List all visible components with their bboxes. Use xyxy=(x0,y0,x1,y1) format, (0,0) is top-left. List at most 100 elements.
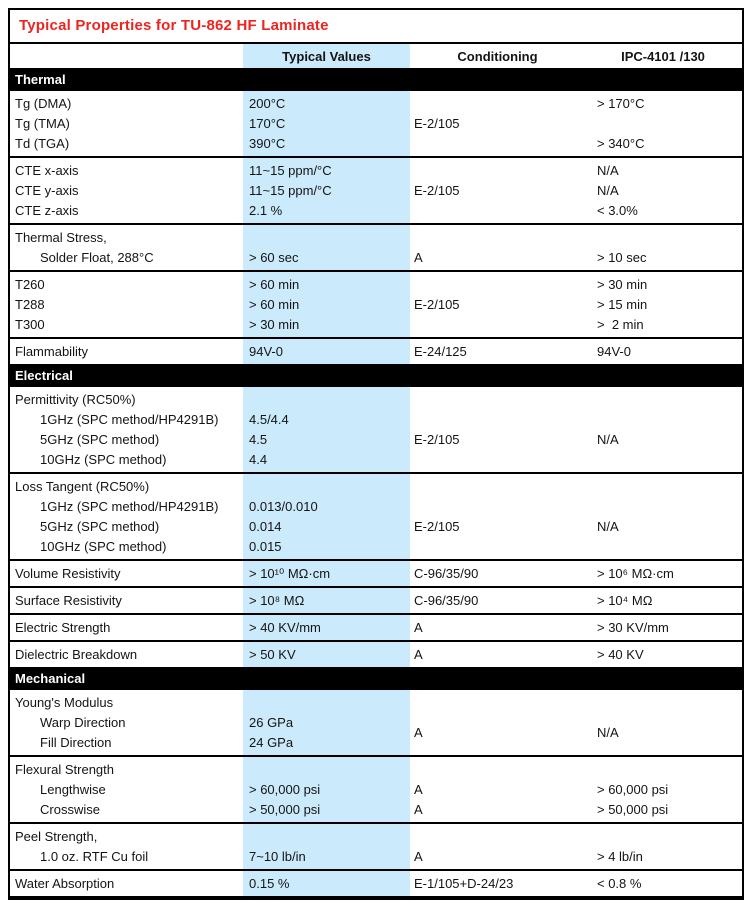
ipc-value: > 15 min xyxy=(597,297,648,312)
column-ipc: 94V-0 xyxy=(585,342,741,362)
property-label: Permittivity (RC50%) xyxy=(15,392,136,407)
typical-value xyxy=(243,477,410,497)
column-ipc: > 10 sec xyxy=(585,228,741,268)
typical-value: > 10¹⁰ MΩ·cm xyxy=(249,566,331,581)
property-label: Thermal Stress, xyxy=(15,230,107,245)
conditioning-value: A xyxy=(414,849,423,864)
ipc-value: > 40 KV xyxy=(597,647,644,662)
conditioning-value: C-96/35/90 xyxy=(414,593,479,608)
property-group: Loss Tangent (RC50%) 1GHz (SPC method/HP4… xyxy=(10,472,742,559)
property-label: Loss Tangent (RC50%) xyxy=(15,479,150,494)
column-typical: 4.5/4.4 4.5 4.4 xyxy=(243,390,410,470)
ipc-value: > 50,000 psi xyxy=(597,802,669,817)
ipc-value xyxy=(585,497,741,517)
conditioning-value xyxy=(410,390,585,410)
column-typical: 0.15 % xyxy=(243,874,410,894)
property-label: CTE z-axis xyxy=(15,203,79,218)
typical-value: > 30 min xyxy=(249,317,300,332)
conditioning-value xyxy=(410,275,585,295)
conditioning-value xyxy=(410,537,585,557)
conditioning-value xyxy=(410,201,585,221)
ipc-value: > 60,000 psi xyxy=(597,782,669,797)
property-label: 1.0 oz. RTF Cu foil xyxy=(40,849,149,864)
typical-value: > 40 KV/mm xyxy=(249,620,321,635)
ipc-value xyxy=(585,410,741,430)
column-typical: > 50 KV xyxy=(243,645,410,665)
column-ipc: > 30 min > 15 min > 2 min xyxy=(585,275,741,335)
column-cond: E-2/105 xyxy=(410,477,585,557)
section-electrical: Electrical Permittivity (RC50%) 1GHz (SPC … xyxy=(10,364,742,667)
column-ipc: > 10⁶ MΩ·cm xyxy=(585,564,741,584)
column-label: T260 T288 T300 xyxy=(10,275,243,335)
typical-value xyxy=(243,827,410,847)
property-label: 1GHz (SPC method/HP4291B) xyxy=(40,412,219,427)
typical-value: 11~15 ppm/°C xyxy=(249,183,332,198)
column-ipc: > 4 lb/in xyxy=(585,827,741,867)
typical-value: 4.5 xyxy=(249,432,268,447)
conditioning-value xyxy=(410,315,585,335)
ipc-value: N/A xyxy=(597,519,619,534)
property-group: Dielectric Breakdown > 50 KV A > 40 KV xyxy=(10,640,742,667)
column-typical: > 60 min > 60 min > 30 min xyxy=(243,275,410,335)
property-label: Young's Modulus xyxy=(15,695,114,710)
ipc-value xyxy=(585,827,741,847)
column-typical: > 60,000 psi > 50,000 psi xyxy=(243,760,410,820)
column-cond: A xyxy=(410,645,585,665)
property-group: Water Absorption 0.15 % E-1/105+D-24/23 < 0… xyxy=(10,869,742,896)
typical-value: > 60 min xyxy=(249,277,300,292)
property-label: Peel Strength, xyxy=(15,829,98,844)
ipc-value xyxy=(585,537,741,557)
conditioning-value: A xyxy=(414,647,423,662)
ipc-value xyxy=(585,477,741,497)
property-group: CTE x-axis CTE y-axis CTE z-axis 11~15 ppm/… xyxy=(10,156,742,223)
column-typical: > 60 sec xyxy=(243,228,410,268)
property-label: T300 xyxy=(15,317,45,332)
conditioning-value: E-1/105+D-24/23 xyxy=(414,876,514,891)
conditioning-value xyxy=(410,94,585,114)
column-typical: 0.013/0.010 0.014 0.015 xyxy=(243,477,410,557)
conditioning-value: E-2/105 xyxy=(414,519,460,534)
ipc-value: > 10 sec xyxy=(597,250,647,265)
ipc-value xyxy=(585,390,741,410)
property-label: Volume Resistivity xyxy=(15,566,121,581)
typical-value: > 60 min xyxy=(249,297,300,312)
section-mechanical: Mechanical Young's Modulus Warp Direction F… xyxy=(10,667,742,896)
conditioning-value xyxy=(410,450,585,470)
conditioning-value: A xyxy=(414,782,423,797)
property-group: T260 T288 T300 > 60 min > 60 min > 30 min E-2/… xyxy=(10,270,742,337)
column-typical: 94V-0 xyxy=(243,342,410,362)
column-ipc: > 30 KV/mm xyxy=(585,618,741,638)
column-typical: > 10⁸ MΩ xyxy=(243,591,410,611)
conditioning-value xyxy=(410,477,585,497)
column-cond: E-2/105 xyxy=(410,161,585,221)
typical-value: 94V-0 xyxy=(249,344,283,359)
ipc-value: N/A xyxy=(597,725,619,740)
table-body-wrapper: Typical Values Conditioning IPC-4101 /13… xyxy=(10,44,742,896)
property-label: Solder Float, 288°C xyxy=(40,250,154,265)
typical-value: > 10⁸ MΩ xyxy=(249,593,305,608)
typical-value: 26 GPa xyxy=(249,715,294,730)
typical-value: 11~15 ppm/°C xyxy=(249,163,332,178)
property-group: Electric Strength > 40 KV/mm A > 30 KV/mm xyxy=(10,613,742,640)
column-label: Peel Strength, 1.0 oz. RTF Cu foil xyxy=(10,827,243,867)
property-group: Thermal Stress, Solder Float, 288°C > 60 s… xyxy=(10,223,742,270)
ipc-value: > 170°C xyxy=(597,96,645,111)
property-label: Dielectric Breakdown xyxy=(15,647,138,662)
column-cond: C-96/35/90 xyxy=(410,591,585,611)
column-label: Tg (DMA) Tg (TMA) Td (TGA) xyxy=(10,94,243,154)
conditioning-value: A xyxy=(414,250,423,265)
typical-value: 2.1 % xyxy=(249,203,283,218)
column-typical: 7~10 lb/in xyxy=(243,827,410,867)
table-body: Thermal Tg (DMA) Tg (TMA) Td (TGA) 200°C 170°… xyxy=(10,68,742,896)
ipc-value xyxy=(585,450,741,470)
column-label: Permittivity (RC50%) 1GHz (SPC method/HP4… xyxy=(10,390,243,470)
section-header-electrical: Electrical xyxy=(10,364,742,387)
conditioning-value xyxy=(410,693,585,713)
property-label: Tg (DMA) xyxy=(15,96,72,111)
typical-value xyxy=(243,760,410,780)
column-cond: A xyxy=(410,618,585,638)
column-ipc: N/A xyxy=(585,477,741,557)
column-header-typical-values: Typical Values xyxy=(282,48,371,64)
table-content: Typical Values Conditioning IPC-4101 /13… xyxy=(10,44,742,896)
conditioning-value: C-96/35/90 xyxy=(414,566,479,581)
